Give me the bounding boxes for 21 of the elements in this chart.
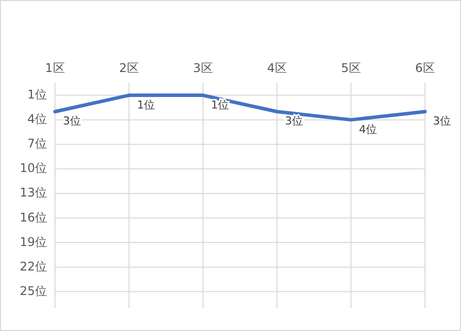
data-label: 3位 bbox=[285, 114, 303, 128]
x-tick-label: 6区 bbox=[415, 61, 435, 75]
y-tick-label: 1位 bbox=[27, 88, 47, 102]
x-tick-label: 1区 bbox=[45, 61, 65, 75]
y-tick-label: 22位 bbox=[20, 259, 47, 274]
x-tick-label: 3区 bbox=[193, 61, 213, 75]
y-tick-label: 13位 bbox=[20, 186, 47, 200]
y-tick-label: 10位 bbox=[20, 161, 47, 176]
y-tick-label: 7位 bbox=[27, 136, 47, 151]
y-tick-label: 16位 bbox=[20, 210, 47, 224]
data-label: 1位 bbox=[137, 98, 155, 112]
y-tick-label: 19位 bbox=[20, 234, 47, 249]
x-tick-label: 2区 bbox=[119, 61, 139, 75]
x-tick-label: 5区 bbox=[341, 61, 361, 75]
x-tick-label: 4区 bbox=[267, 61, 287, 75]
data-label: 3位 bbox=[63, 114, 81, 128]
y-tick-label: 4位 bbox=[27, 112, 47, 126]
data-label: 1位 bbox=[211, 98, 229, 112]
data-label: 3位 bbox=[433, 114, 451, 128]
data-label: 4位 bbox=[359, 122, 377, 136]
y-tick-label: 25位 bbox=[20, 284, 47, 298]
